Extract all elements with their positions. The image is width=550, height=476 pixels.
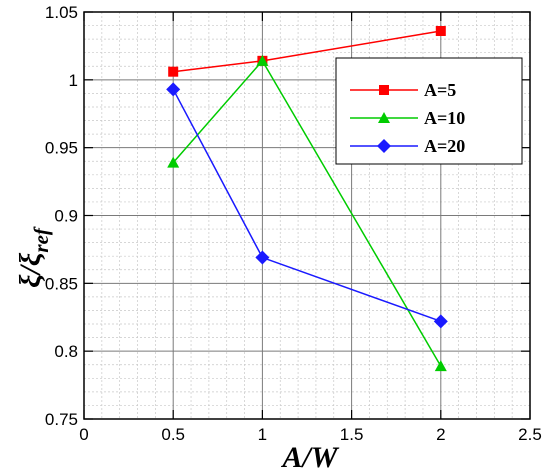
data-point: [166, 82, 181, 97]
legend: A=5 A=10 A=20: [335, 57, 523, 165]
data-point: [167, 156, 180, 168]
series-1: [167, 54, 447, 372]
y-tick-label: 0.95: [45, 139, 78, 158]
legend-label: A=10: [424, 108, 465, 128]
y-tick-label: 0.8: [54, 342, 78, 361]
legend-marker: [378, 112, 390, 123]
x-tick-label: 0: [79, 425, 88, 444]
y-axis-title-sub: ref: [29, 226, 53, 252]
legend-marker: [377, 139, 391, 153]
y-tick-labels: 0.75 0.8 0.85 0.9 0.95 1 1.05: [45, 3, 78, 429]
plot-frame: [83, 11, 531, 420]
y-tick-label: 1: [69, 71, 78, 90]
legend-marker: [379, 85, 389, 95]
x-tick-label: 2.5: [518, 425, 542, 444]
y-tick-label: 0.9: [54, 207, 78, 226]
data-point: [256, 54, 269, 66]
y-tick-label: 0.75: [45, 410, 78, 429]
y-tick-label: 0.85: [45, 274, 78, 293]
series-2: [166, 82, 448, 329]
y-tick-label: 1.05: [45, 3, 78, 22]
data-point: [435, 25, 446, 36]
x-axis-title: A/W: [280, 441, 339, 474]
series-group: [166, 25, 448, 372]
x-tick-labels: 0 0.5 1 1.5 2 2.5: [79, 425, 542, 444]
y-axis-title: ξ/ξref: [14, 226, 53, 288]
data-point: [434, 360, 447, 372]
x-tick-label: 1: [258, 425, 267, 444]
x-tick-label: 0.5: [161, 425, 185, 444]
x-tick-label: 2: [436, 425, 445, 444]
data-point: [433, 314, 448, 329]
data-point: [255, 250, 270, 265]
x-tick-label: 1.5: [340, 425, 364, 444]
y-axis-title-main: ξ/ξ: [14, 252, 47, 288]
data-point: [168, 66, 179, 77]
legend-label: A=5: [424, 80, 456, 100]
legend-label: A=20: [424, 136, 465, 156]
